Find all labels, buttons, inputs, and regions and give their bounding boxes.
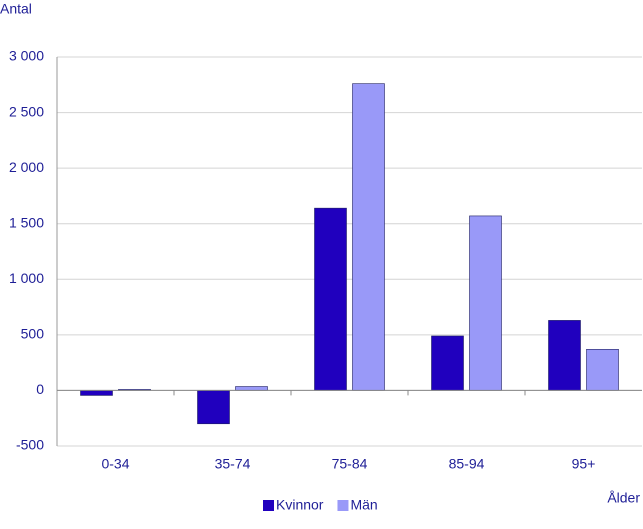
y-axis-label: Antal [0, 1, 32, 17]
x-tick-label: 75-84 [332, 456, 368, 472]
y-tick-label: 2 500 [9, 103, 44, 119]
bar [80, 390, 113, 396]
bar [431, 335, 464, 391]
bar [548, 320, 581, 391]
x-axis-label: Ålder [607, 490, 640, 506]
bar [352, 83, 385, 391]
x-tick-label: 35-74 [215, 456, 251, 472]
x-tick-label: 85-94 [449, 456, 485, 472]
bar [197, 390, 230, 425]
bar [235, 386, 268, 391]
y-tick-label: -500 [16, 437, 44, 453]
y-tick-label: 3 000 [9, 48, 44, 64]
y-tick-label: 1 000 [9, 270, 44, 286]
y-tick-label: 0 [36, 381, 44, 397]
x-tick-label: 95+ [572, 456, 596, 472]
bar [586, 349, 619, 391]
x-tick-label: 0-34 [101, 456, 129, 472]
legend-swatch [337, 500, 349, 511]
bar [469, 215, 502, 391]
legend-label: Män [350, 497, 377, 513]
y-tick-label: 1 500 [9, 214, 44, 230]
legend-label: Kvinnor [276, 497, 324, 513]
y-tick-label: 2 000 [9, 159, 44, 175]
y-tick-label: 500 [21, 326, 45, 342]
legend-swatch [263, 500, 274, 511]
bar [314, 207, 347, 391]
